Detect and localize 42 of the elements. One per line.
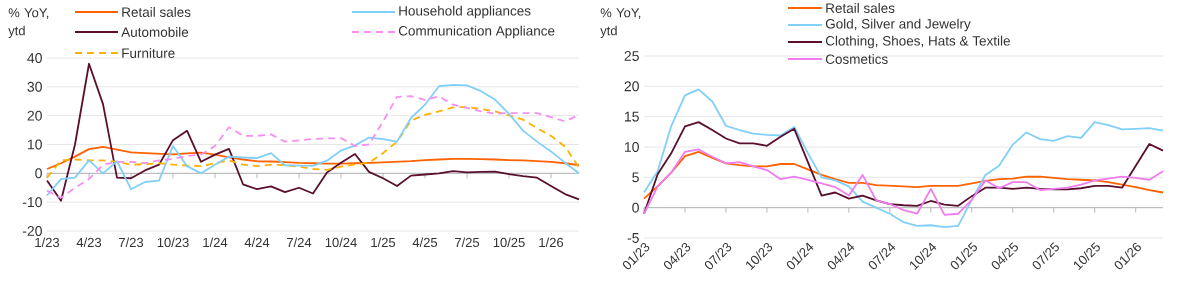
- y-tick-label: 0: [35, 168, 42, 179]
- legend-label: Cosmetics: [825, 54, 888, 64]
- legend-label: Retail sales: [122, 7, 191, 17]
- y-tick-label: -20: [22, 226, 42, 236]
- y-tick-label: 30: [27, 81, 42, 92]
- y-tick-label: -5: [627, 233, 639, 243]
- x-tick-label: 7/24: [287, 237, 312, 248]
- legend-label: Household appliances: [399, 5, 531, 19]
- line-series: [46, 106, 580, 179]
- y-tick-label: -10: [22, 197, 42, 208]
- y-tick-label: 40: [27, 53, 42, 63]
- legend-label: Communication Appliance: [398, 25, 555, 39]
- x-tick-label: 4/24: [244, 237, 270, 248]
- y-tick-label: 15: [624, 111, 639, 122]
- y-tick-label: 10: [27, 139, 42, 150]
- legend-label: Furniture: [122, 48, 175, 58]
- x-tick-label: 10/24: [325, 237, 357, 248]
- y-tick-label: 25: [624, 51, 639, 61]
- x-tick-label: 1/24: [203, 237, 228, 248]
- x-tick-label: 4/23: [76, 237, 102, 248]
- legend-label: Retail sales: [826, 3, 895, 13]
- line-series: [46, 62, 580, 202]
- y-tick-label: 20: [27, 110, 42, 121]
- line-series: [643, 88, 1164, 228]
- y-tick-label: 0: [632, 202, 639, 213]
- y-tick-label: 20: [624, 81, 639, 92]
- y-tick-label: 5: [632, 172, 639, 183]
- x-tick-label: 7/25: [455, 237, 480, 248]
- legend-label: Automobile: [121, 27, 189, 37]
- x-tick-label: 10/25: [493, 237, 525, 248]
- x-tick-label: 1/26: [539, 237, 564, 248]
- line-series: [643, 148, 1164, 216]
- x-tick-label: 1/25: [371, 237, 396, 248]
- x-tick-label: 1/23: [35, 237, 60, 248]
- y-axis-title: % YoY, ytd: [600, 8, 641, 38]
- x-tick-label: 4/25: [412, 237, 438, 248]
- y-axis-title: % YoY, ytd: [8, 8, 49, 38]
- x-tick-label: 10/23: [157, 237, 189, 248]
- legend-label: Gold, Silver and Jewelry: [825, 18, 971, 32]
- x-tick-label: 7/23: [119, 237, 144, 248]
- y-tick-label: 10: [624, 142, 639, 152]
- legend-label: Clothing, Shoes, Hats & Textile: [825, 35, 1010, 49]
